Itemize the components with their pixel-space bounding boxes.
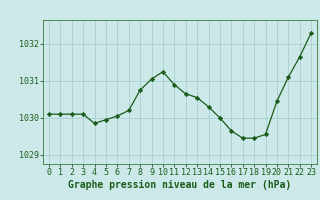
X-axis label: Graphe pression niveau de la mer (hPa): Graphe pression niveau de la mer (hPa)	[68, 180, 292, 190]
